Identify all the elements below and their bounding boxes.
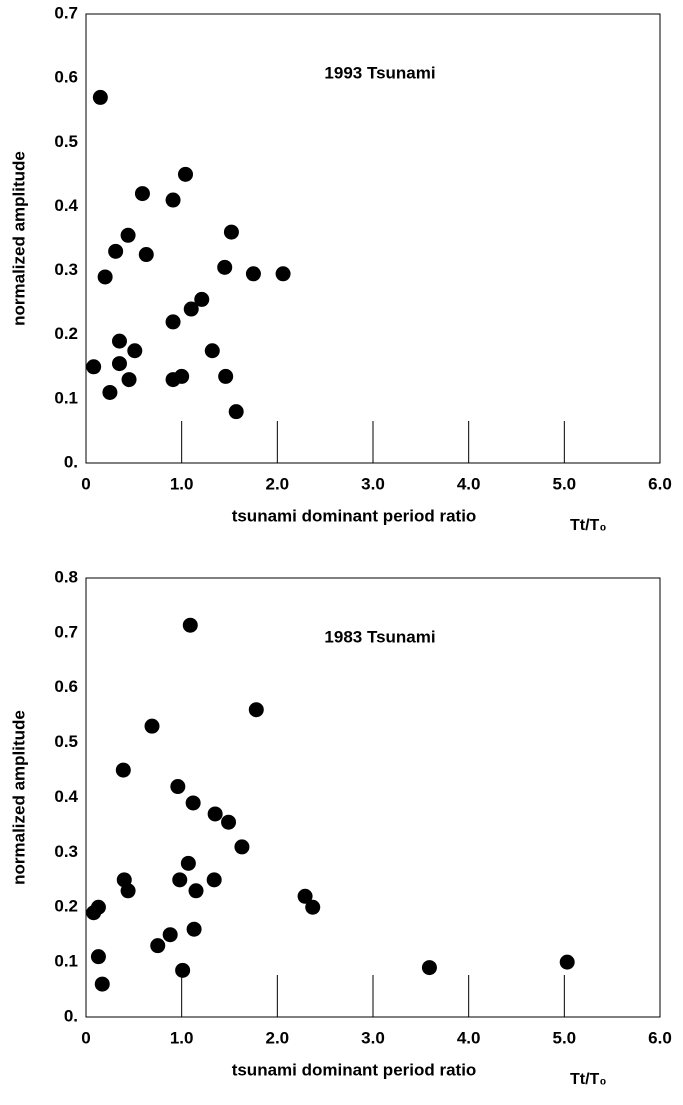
y-tick-label: 0.6	[54, 68, 78, 87]
y-tick-label: 0.7	[54, 3, 78, 22]
data-point	[223, 224, 239, 240]
data-point	[182, 617, 198, 633]
data-point	[165, 314, 181, 330]
data-point	[206, 872, 222, 888]
data-point	[217, 259, 233, 275]
y-tick-label: 0.	[64, 1006, 78, 1025]
data-point	[165, 192, 181, 208]
data-point	[108, 243, 124, 259]
y-tick-label: 0.3	[54, 260, 78, 279]
data-point	[248, 702, 264, 718]
y-axis-label: normalized amplitude	[9, 151, 28, 326]
y-tick-label: 0.5	[54, 732, 78, 751]
x-tick-label: 3.0	[361, 474, 385, 493]
x-tick-label: 0	[81, 1028, 90, 1047]
x-axis-label: tsunami dominant period ratio	[232, 506, 477, 525]
x-axis-unit: Tt/T₀	[570, 517, 607, 534]
chart-title: 1993 Tsunami	[324, 63, 435, 82]
data-point	[86, 359, 102, 375]
data-point	[207, 806, 223, 822]
data-point	[183, 301, 199, 317]
y-axis-label: normalized amplitude	[9, 710, 28, 885]
x-tick-label: 2.0	[266, 1028, 290, 1047]
data-point	[175, 962, 191, 978]
data-point	[185, 795, 201, 811]
data-point	[97, 269, 113, 285]
data-point	[94, 976, 110, 992]
y-tick-label: 0.5	[54, 132, 78, 151]
x-axis-unit: Tt/T₀	[570, 1071, 607, 1088]
y-tick-label: 0.6	[54, 677, 78, 696]
data-point	[559, 954, 575, 970]
data-point	[218, 368, 234, 384]
data-point	[102, 384, 118, 400]
data-point	[421, 960, 437, 976]
x-tick-label: 3.0	[361, 1028, 385, 1047]
data-point	[186, 921, 202, 937]
y-tick-label: 0.4	[54, 787, 78, 806]
data-point	[245, 266, 261, 282]
data-point	[177, 166, 193, 182]
x-tick-label: 4.0	[457, 1028, 481, 1047]
x-tick-label: 4.0	[457, 474, 481, 493]
x-tick-label: 6.0	[648, 474, 672, 493]
x-tick-label: 1.0	[170, 474, 194, 493]
data-point	[305, 899, 321, 915]
data-point	[90, 899, 106, 915]
data-point	[221, 814, 237, 830]
data-point	[162, 927, 178, 943]
y-tick-label: 0.4	[54, 196, 78, 215]
data-point	[120, 227, 136, 243]
y-tick-label: 0.7	[54, 622, 78, 641]
x-tick-label: 1.0	[170, 1028, 194, 1047]
y-tick-label: 0.1	[54, 388, 78, 407]
data-point	[150, 938, 166, 954]
data-point	[188, 883, 204, 899]
data-point	[234, 839, 250, 855]
x-axis-label: tsunami dominant period ratio	[232, 1060, 477, 1079]
data-point	[111, 333, 127, 349]
data-point	[120, 883, 136, 899]
data-point	[194, 291, 210, 307]
data-point	[174, 368, 190, 384]
data-point	[127, 343, 143, 359]
y-tick-label: 0.2	[54, 324, 78, 343]
data-point	[144, 718, 160, 734]
x-tick-label: 2.0	[266, 474, 290, 493]
data-point	[180, 855, 196, 871]
data-point	[172, 872, 188, 888]
data-point	[121, 372, 137, 388]
x-tick-label: 0	[81, 474, 90, 493]
x-tick-label: 5.0	[553, 1028, 577, 1047]
data-point	[90, 949, 106, 965]
x-tick-label: 5.0	[553, 474, 577, 493]
y-tick-label: 0.8	[54, 567, 78, 586]
data-point	[111, 356, 127, 372]
y-tick-label: 0.2	[54, 897, 78, 916]
data-point	[297, 888, 313, 904]
data-point	[170, 779, 186, 795]
data-point	[92, 89, 108, 105]
data-point	[275, 266, 291, 282]
data-point	[228, 404, 244, 420]
chart-title: 1983 Tsunami	[324, 627, 435, 646]
y-tick-label: 0.	[64, 452, 78, 471]
data-point	[134, 186, 150, 202]
y-tick-label: 0.3	[54, 842, 78, 861]
x-tick-label: 6.0	[648, 1028, 672, 1047]
data-point	[115, 762, 131, 778]
y-tick-label: 0.1	[54, 952, 78, 971]
data-point	[204, 343, 220, 359]
data-point	[138, 247, 154, 263]
